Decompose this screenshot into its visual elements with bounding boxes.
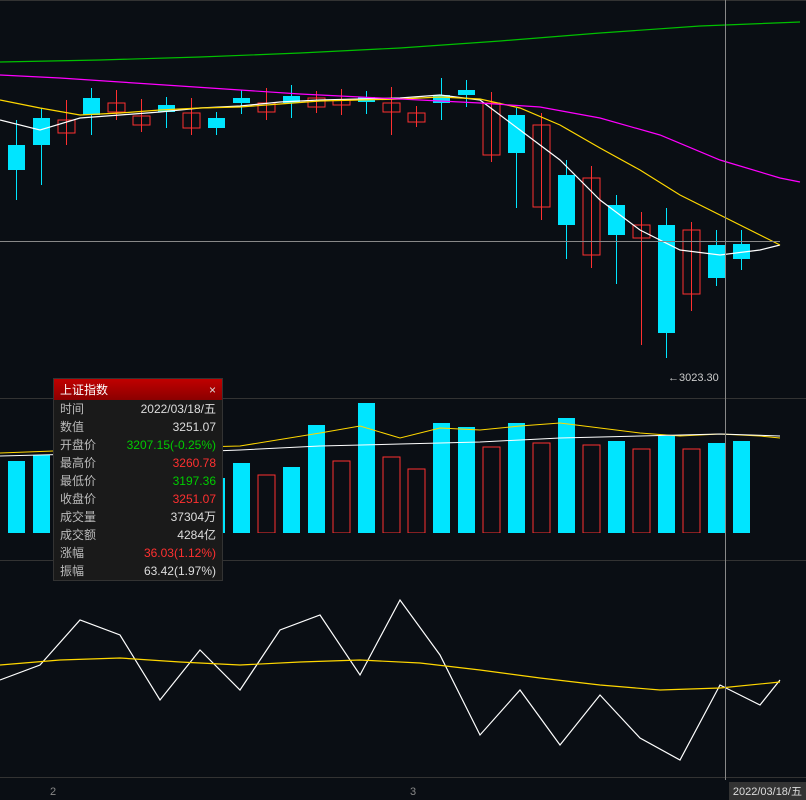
info-row-value: 3207.15(-0.25%) — [127, 437, 216, 453]
info-row-label: 时间 — [60, 401, 84, 417]
date-label-bottom: 2022/03/18/五 — [729, 782, 806, 800]
info-row-value: 36.03(1.12%) — [144, 545, 216, 561]
info-row-label: 涨幅 — [60, 545, 84, 561]
candle-chart[interactable] — [0, 0, 806, 390]
info-row-label: 最高价 — [60, 455, 96, 471]
info-row-label: 最低价 — [60, 473, 96, 489]
info-row: 开盘价 3207.15(-0.25%) — [54, 436, 222, 454]
price-annotation: ←3023.30 — [668, 372, 719, 384]
info-row-value: 3260.78 — [173, 455, 216, 471]
info-row-value: 37304万 — [171, 509, 216, 525]
info-panel-title: 上证指数 — [60, 381, 108, 398]
info-row-value: 2022/03/18/五 — [141, 401, 216, 417]
info-row-label: 收盘价 — [60, 491, 96, 507]
info-row-value: 3251.07 — [173, 491, 216, 507]
info-row: 最低价 3197.36 — [54, 472, 222, 490]
info-row-value: 4284亿 — [177, 527, 216, 543]
info-row-value: 63.42(1.97%) — [144, 563, 216, 579]
info-row-value: 3251.07 — [173, 419, 216, 435]
xaxis-label: 3 — [410, 786, 416, 798]
info-row-label: 数值 — [60, 419, 84, 435]
info-row: 成交额 4284亿 — [54, 526, 222, 544]
info-panel[interactable]: 上证指数 × 时间 2022/03/18/五数值 3251.07 开盘价 3207.15… — [53, 378, 223, 581]
info-row: 成交量 37304万 — [54, 508, 222, 526]
info-row-label: 成交额 — [60, 527, 96, 543]
crosshair-vline — [725, 0, 726, 780]
info-row: 时间 2022/03/18/五 — [54, 400, 222, 418]
macd-chart[interactable] — [0, 560, 806, 778]
info-row: 数值 3251.07 — [54, 418, 222, 436]
info-row: 最高价 3260.78 — [54, 454, 222, 472]
info-panel-header[interactable]: 上证指数 × — [54, 379, 222, 400]
info-row: 收盘价 3251.07 — [54, 490, 222, 508]
info-row: 涨幅 36.03(1.12%) — [54, 544, 222, 562]
info-row: 振幅 63.42(1.97%) — [54, 562, 222, 580]
xaxis-label: 2 — [50, 786, 56, 798]
info-row-label: 成交量 — [60, 509, 96, 525]
info-row-label: 开盘价 — [60, 437, 96, 453]
info-row-value: 3197.36 — [173, 473, 216, 489]
close-icon[interactable]: × — [209, 383, 216, 397]
crosshair-hline — [0, 241, 780, 242]
info-row-label: 振幅 — [60, 563, 84, 579]
